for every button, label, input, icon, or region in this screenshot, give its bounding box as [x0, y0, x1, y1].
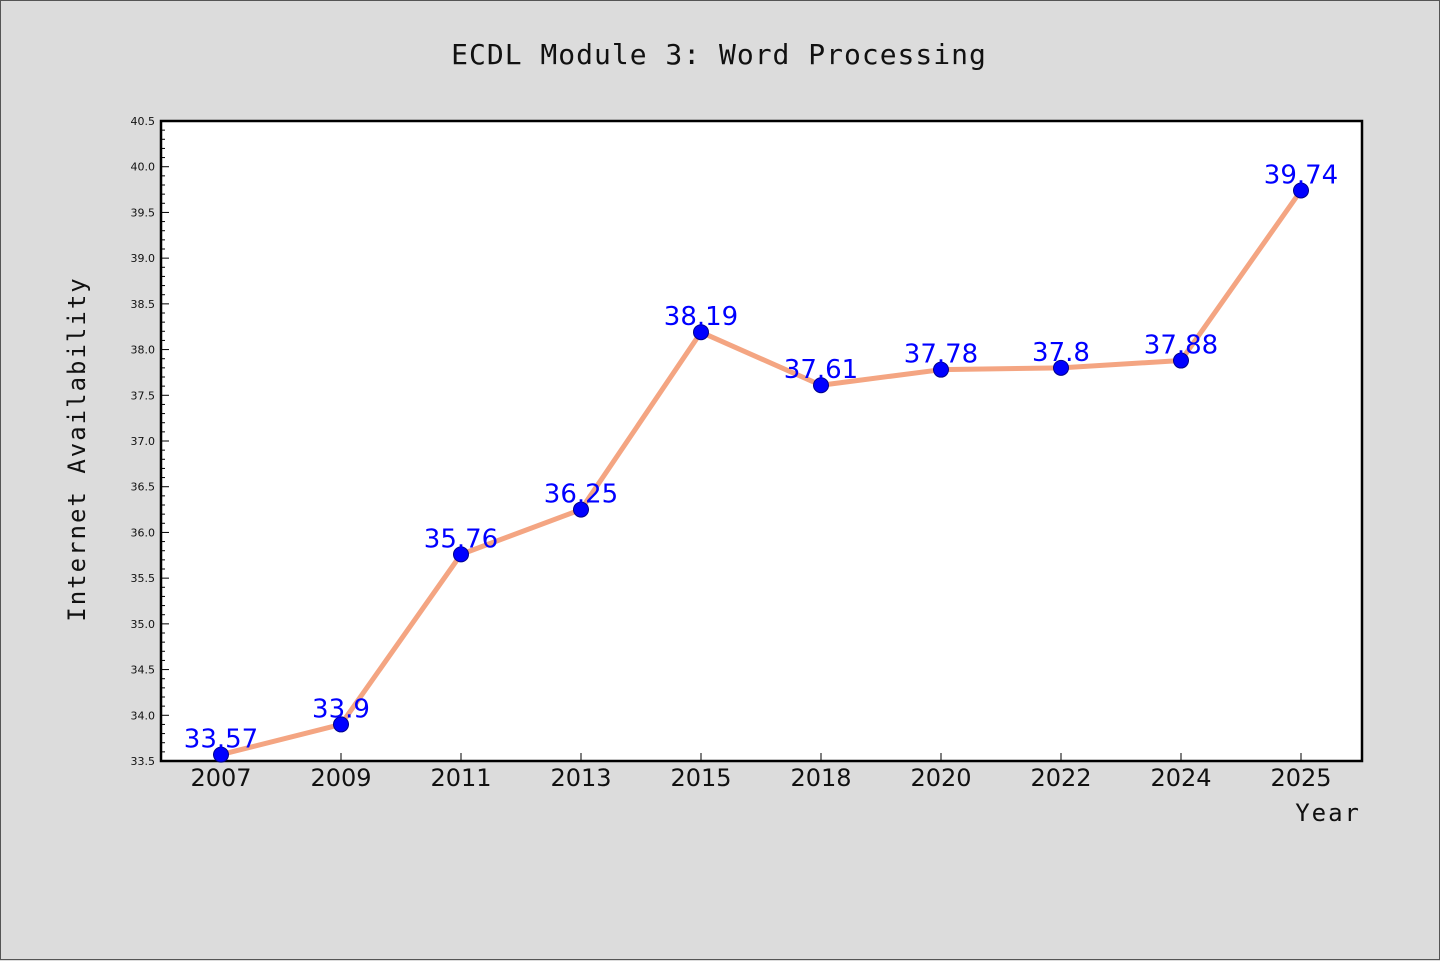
data-point [933, 361, 949, 378]
y-tick-label: 38.5 [131, 298, 156, 311]
data-label: 39.74 [1264, 160, 1338, 190]
data-point [213, 746, 229, 763]
data-point [813, 377, 829, 394]
x-tick-label: 2025 [1270, 764, 1331, 792]
series-line-group [213, 182, 1309, 763]
data-label: 36.25 [544, 480, 618, 510]
y-tick-label: 34.0 [131, 709, 156, 722]
data-point [453, 546, 469, 563]
data-point [573, 501, 589, 518]
x-tick-label: 2011 [430, 764, 491, 792]
y-tick-label: 40.5 [131, 115, 156, 128]
y-tick-label: 37.0 [131, 435, 156, 448]
x-axis-label: Year [1295, 799, 1361, 827]
y-tick-label: 35.5 [131, 572, 156, 585]
data-label: 35.76 [424, 524, 498, 554]
y-tick-label: 33.5 [131, 755, 156, 768]
x-axis: 2007 2009 2011 2013 2015 2018 2020 2022 2024 2025 [190, 753, 1332, 792]
data-label: 37.78 [904, 340, 978, 370]
x-tick-label: 2018 [790, 764, 851, 792]
data-labels-group: 33.57 33.9 35.76 36.25 38.19 37.61 37.78 37.8 37… [184, 160, 1338, 754]
data-label: 33.57 [184, 725, 258, 755]
data-label: 37.8 [1032, 338, 1090, 368]
y-tick-label: 35.0 [131, 618, 156, 631]
data-point [333, 716, 349, 733]
x-tick-label: 2015 [670, 764, 731, 792]
x-tick-label: 2009 [310, 764, 371, 792]
x-tick-label: 2024 [1150, 764, 1211, 792]
y-tick-label: 39.5 [131, 206, 156, 219]
data-label: 38.19 [664, 302, 738, 332]
data-label: 33.9 [312, 694, 370, 724]
y-tick-label: 39.0 [131, 252, 156, 265]
x-tick-label: 2020 [910, 764, 971, 792]
data-point [1053, 359, 1069, 376]
data-point [1293, 182, 1309, 199]
y-tick-label: 38.0 [131, 344, 156, 357]
y-tick-label: 34.5 [131, 664, 156, 677]
y-tick-label: 36.0 [131, 526, 156, 539]
y-axis-label: Internet Availability [63, 276, 91, 621]
x-tick-label: 2007 [190, 764, 251, 792]
y-axis: 33.5 34.0 34.5 35.0 35.5 36.0 36.5 37.0 37.5 38.0… [131, 115, 169, 768]
plot-area [159, 119, 1364, 763]
y-tick-label: 37.5 [131, 389, 156, 402]
x-tick-label: 2022 [1030, 764, 1091, 792]
series-line [218, 187, 1304, 758]
data-label: 37.61 [784, 355, 858, 385]
chart-title: ECDL Module 3: Word Processing [451, 38, 987, 71]
data-point [1173, 352, 1189, 369]
x-tick-label: 2013 [550, 764, 611, 792]
data-point [693, 324, 709, 341]
data-label: 37.88 [1144, 331, 1218, 361]
y-tick-label: 36.5 [131, 481, 156, 494]
y-tick-label: 40.0 [131, 161, 156, 174]
